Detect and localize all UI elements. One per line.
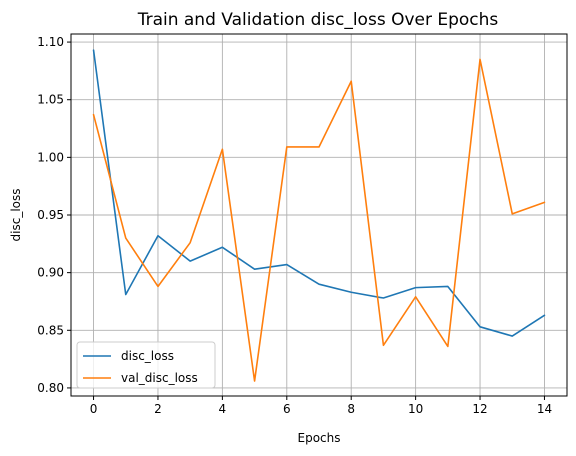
y-axis-label: disc_loss bbox=[9, 189, 23, 242]
x-tick-label: 0 bbox=[90, 402, 98, 416]
y-tick-label: 0.80 bbox=[37, 381, 64, 395]
x-tick-label: 2 bbox=[154, 402, 162, 416]
y-axis: 0.80 0.85 0.90 0.95 1.00 1.05 1.10 bbox=[37, 35, 71, 395]
x-tick-label: 14 bbox=[537, 402, 552, 416]
chart-title: Train and Validation disc_loss Over Epoc… bbox=[137, 10, 499, 30]
y-tick-label: 0.95 bbox=[37, 208, 64, 222]
y-tick-label: 0.85 bbox=[37, 323, 64, 337]
x-tick-label: 12 bbox=[472, 402, 487, 416]
y-tick-label: 0.90 bbox=[37, 266, 64, 280]
series-lines bbox=[92, 49, 546, 382]
y-tick-label: 1.00 bbox=[37, 150, 64, 164]
legend-label-disc-loss: disc_loss bbox=[121, 349, 174, 363]
x-tick-label: 8 bbox=[347, 402, 355, 416]
legend-label-val-disc-loss: val_disc_loss bbox=[121, 371, 198, 385]
grid-lines bbox=[71, 34, 567, 396]
series-line-disc-loss bbox=[92, 49, 546, 337]
x-axis: 0 2 4 6 8 10 12 14 bbox=[90, 396, 552, 416]
x-tick-label: 10 bbox=[408, 402, 423, 416]
y-tick-label: 1.10 bbox=[37, 35, 64, 49]
legend-box bbox=[76, 341, 216, 389]
x-axis-label: Epochs bbox=[298, 431, 341, 445]
legend: disc_loss val_disc_loss bbox=[76, 341, 216, 389]
x-tick-label: 4 bbox=[219, 402, 227, 416]
y-tick-label: 1.05 bbox=[37, 93, 64, 107]
x-tick-label: 6 bbox=[283, 402, 291, 416]
series-line-val-disc-loss bbox=[92, 58, 546, 382]
